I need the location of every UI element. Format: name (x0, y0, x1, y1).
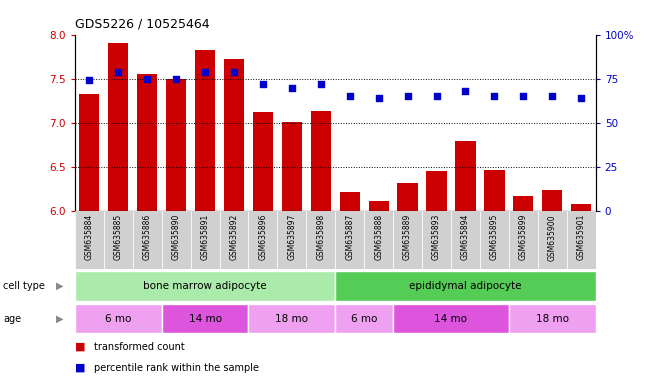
Bar (542, 190, 562, 211)
Text: GSM635901: GSM635901 (577, 214, 586, 260)
Bar (249, 304, 335, 333)
Point (547, 93, 557, 99)
Bar (108, 43, 128, 211)
Bar (335, 211, 364, 269)
Bar (538, 211, 567, 269)
Text: GSM635888: GSM635888 (374, 214, 383, 260)
Bar (393, 304, 509, 333)
Text: ▶: ▶ (56, 281, 64, 291)
Point (142, 76, 152, 82)
Point (286, 84, 297, 91)
Bar (340, 192, 360, 211)
Bar (571, 204, 591, 211)
Bar (307, 211, 335, 269)
Bar (191, 211, 219, 269)
Text: GSM635900: GSM635900 (547, 214, 557, 261)
Bar (393, 211, 422, 269)
Point (84, 78, 94, 84)
Bar (249, 211, 277, 269)
Bar (277, 211, 307, 269)
Text: 6 mo: 6 mo (105, 314, 132, 324)
Text: GSM635898: GSM635898 (316, 214, 326, 260)
Bar (133, 211, 161, 269)
Bar (161, 211, 191, 269)
Text: 18 mo: 18 mo (536, 314, 569, 324)
Bar (364, 211, 393, 269)
Bar (75, 304, 161, 333)
Point (200, 69, 210, 75)
Bar (104, 211, 133, 269)
Text: GSM635893: GSM635893 (432, 214, 441, 260)
Text: GSM635894: GSM635894 (461, 214, 470, 260)
Bar (509, 304, 596, 333)
Bar (484, 170, 505, 211)
Bar (455, 141, 476, 211)
Bar (166, 79, 186, 211)
Text: epididymal adipocyte: epididymal adipocyte (409, 281, 521, 291)
Bar (224, 59, 244, 211)
Point (460, 88, 471, 94)
Point (344, 93, 355, 99)
Bar (219, 211, 249, 269)
Text: 14 mo: 14 mo (434, 314, 467, 324)
Point (113, 69, 124, 75)
Text: bone marrow adipocyte: bone marrow adipocyte (143, 281, 267, 291)
Bar (567, 211, 596, 269)
Text: GSM635897: GSM635897 (287, 214, 296, 260)
Point (432, 93, 442, 99)
Text: GSM635885: GSM635885 (114, 214, 123, 260)
Bar (282, 122, 302, 211)
Bar (161, 304, 249, 333)
Text: GSM635895: GSM635895 (490, 214, 499, 260)
Text: 6 mo: 6 mo (351, 314, 378, 324)
Text: GSM635886: GSM635886 (143, 214, 152, 260)
Point (402, 93, 413, 99)
Bar (368, 200, 389, 211)
Bar (398, 183, 418, 211)
Bar (451, 211, 480, 269)
Bar (75, 271, 335, 301)
Text: GSM635889: GSM635889 (403, 214, 412, 260)
Bar (480, 211, 509, 269)
Text: transformed count: transformed count (94, 342, 185, 352)
Text: GSM635892: GSM635892 (230, 214, 238, 260)
Bar (75, 211, 104, 269)
Bar (426, 171, 447, 211)
Text: ■: ■ (75, 342, 85, 352)
Point (576, 95, 587, 101)
Text: percentile rank within the sample: percentile rank within the sample (94, 363, 259, 373)
Bar (253, 112, 273, 211)
Text: GSM635891: GSM635891 (201, 214, 210, 260)
Text: GSM635896: GSM635896 (258, 214, 268, 260)
Point (258, 81, 268, 87)
Bar (513, 196, 533, 211)
Point (316, 81, 326, 87)
Text: GDS5226 / 10525464: GDS5226 / 10525464 (75, 18, 210, 31)
Point (171, 76, 182, 82)
Bar (422, 211, 451, 269)
Text: ■: ■ (75, 363, 85, 373)
Text: GSM635890: GSM635890 (172, 214, 180, 260)
Bar (137, 74, 158, 211)
Bar (509, 211, 538, 269)
Text: cell type: cell type (3, 281, 45, 291)
Text: ▶: ▶ (56, 314, 64, 324)
Text: 18 mo: 18 mo (275, 314, 309, 324)
Point (489, 93, 499, 99)
Bar (335, 271, 596, 301)
Text: age: age (3, 314, 21, 324)
Point (374, 95, 384, 101)
Bar (195, 50, 215, 211)
Text: GSM635887: GSM635887 (345, 214, 354, 260)
Bar (311, 111, 331, 211)
Text: 14 mo: 14 mo (189, 314, 221, 324)
Bar (79, 94, 100, 211)
Point (229, 69, 239, 75)
Text: GSM635884: GSM635884 (85, 214, 94, 260)
Bar (335, 304, 393, 333)
Text: GSM635899: GSM635899 (519, 214, 528, 260)
Point (518, 93, 529, 99)
